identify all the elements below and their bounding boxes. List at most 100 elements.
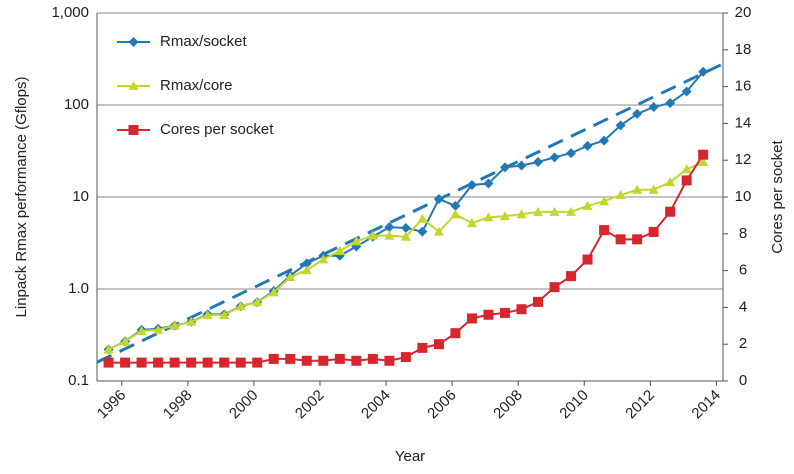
point (136, 357, 147, 368)
point (681, 164, 692, 174)
point (301, 258, 312, 269)
point (351, 236, 362, 246)
x-tick-label: 2004 (358, 387, 394, 423)
point (665, 206, 676, 217)
point (549, 152, 560, 163)
point (202, 357, 213, 368)
point (153, 324, 164, 334)
point (599, 225, 610, 236)
point (566, 206, 577, 216)
y2-tick-label: 16 (735, 78, 752, 95)
point (681, 175, 692, 186)
point (466, 313, 477, 324)
y-tick-label: 1.0 (68, 280, 89, 297)
x-tick-label: 1998 (160, 387, 196, 423)
y2-tick-label: 18 (735, 41, 752, 58)
point (516, 160, 527, 171)
point (483, 309, 494, 320)
point (648, 184, 659, 194)
point (120, 357, 131, 368)
point (599, 196, 610, 206)
x-axis-label: Year (395, 448, 425, 465)
point (268, 353, 279, 364)
y-tick-label: 10 (72, 188, 89, 205)
point (186, 316, 197, 326)
point (318, 355, 329, 366)
y-axis-label: Linpack Rmax performance (Gflops) (13, 77, 30, 318)
point (665, 98, 676, 109)
y2-tick-label: 6 (739, 262, 747, 279)
point (120, 336, 131, 346)
point (698, 157, 709, 167)
point (384, 355, 395, 366)
point (466, 180, 477, 191)
y2-tick-label: 14 (735, 114, 752, 131)
point (549, 282, 560, 293)
legend-label: Rmax/socket (160, 33, 248, 50)
point (301, 355, 312, 366)
point (186, 357, 197, 368)
point (582, 200, 593, 210)
series-line (108, 71, 704, 351)
point (219, 310, 230, 320)
point (533, 296, 544, 307)
x-tick-label: 2010 (556, 387, 592, 423)
y2-tick-label: 10 (735, 188, 752, 205)
point (516, 209, 527, 219)
point (499, 307, 510, 318)
series-line (108, 161, 704, 351)
point (632, 234, 643, 245)
point (466, 218, 477, 228)
trend-line (96, 62, 724, 364)
x-tick-label: 2014 (688, 387, 724, 423)
legend-label: Rmax/core (160, 77, 233, 94)
point (235, 357, 246, 368)
point (632, 184, 643, 194)
point (417, 342, 428, 353)
point (433, 339, 444, 350)
legend-marker (128, 125, 139, 135)
point (533, 157, 544, 168)
point (433, 226, 444, 236)
y2-tick-label: 2 (739, 335, 747, 352)
point (582, 140, 593, 151)
point (252, 297, 263, 307)
y2-tick-label: 0 (739, 372, 747, 389)
point (681, 86, 692, 97)
x-tick-label: 2008 (490, 387, 526, 423)
y-tick-label: 100 (64, 96, 89, 113)
x-tick-label: 2000 (226, 387, 262, 423)
point (566, 148, 577, 159)
point (582, 254, 593, 265)
point (301, 265, 312, 275)
point (516, 304, 527, 315)
point (351, 355, 362, 366)
point (615, 234, 626, 245)
point (417, 226, 428, 237)
point (450, 328, 461, 339)
point (698, 149, 709, 160)
point (483, 178, 494, 189)
y2-tick-label: 4 (739, 298, 747, 315)
point (615, 120, 626, 131)
point (202, 310, 213, 320)
y-tick-label: 1,000 (51, 4, 89, 21)
y2-axis-label: Cores per socket (769, 139, 786, 253)
point (566, 271, 577, 282)
y2-tick-label: 12 (735, 151, 752, 168)
point (103, 357, 114, 368)
point (136, 325, 147, 335)
point (367, 353, 378, 364)
point (367, 230, 378, 240)
x-tick-label: 2006 (424, 387, 460, 423)
point (499, 162, 510, 173)
point (499, 211, 510, 221)
point (549, 206, 560, 216)
point (599, 135, 610, 146)
point (533, 206, 544, 216)
point (334, 245, 345, 255)
x-tick-label: 1996 (94, 387, 130, 423)
point (698, 66, 709, 77)
x-tick-label: 2002 (292, 387, 328, 423)
point (318, 254, 329, 264)
